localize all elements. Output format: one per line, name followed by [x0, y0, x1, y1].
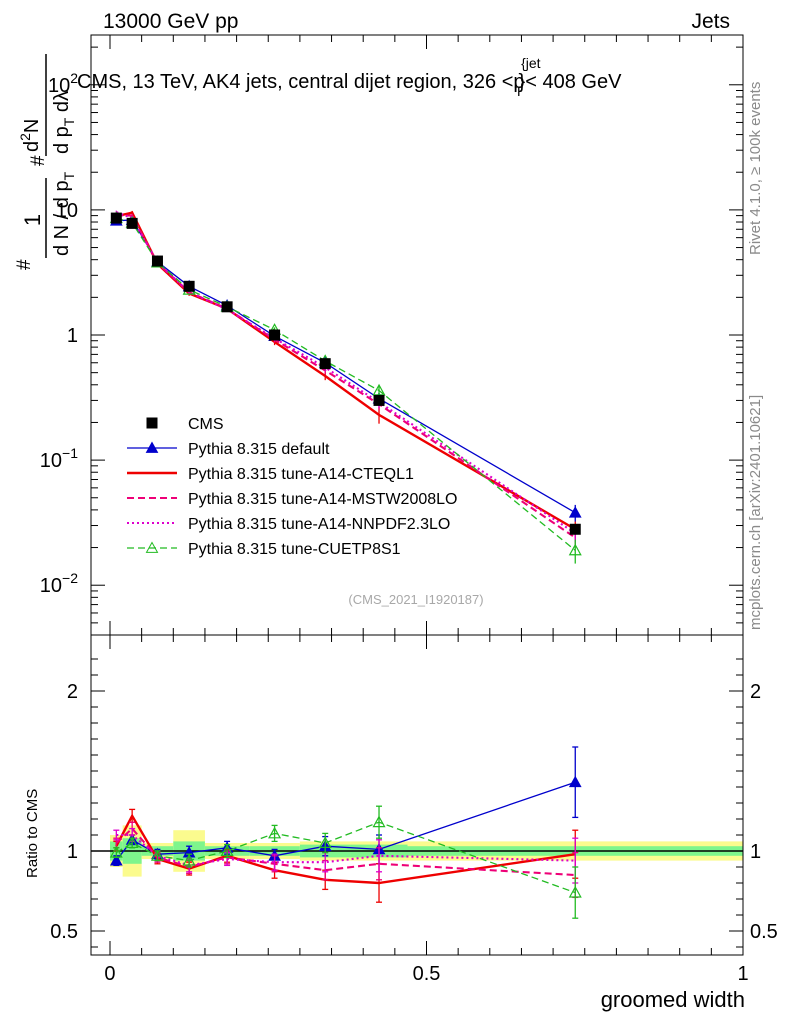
- ylabel-hash-2: #: [28, 155, 49, 166]
- top-y-tick-label: 10−1: [40, 445, 78, 472]
- top-y-tick-label: 102: [48, 70, 78, 97]
- series-0-ratio-marker: [568, 775, 582, 788]
- cms-data-marker: [110, 212, 122, 224]
- legend-entry-label: Pythia 8.315 tune-A14-CTEQL1: [188, 466, 414, 483]
- x-tick-label: 0: [104, 963, 115, 985]
- series-0-top-marker: [568, 506, 582, 518]
- series-2-ratio-line: [115, 827, 576, 877]
- chart-title-p: p: [513, 71, 524, 93]
- ratio-y-tick-label-right: 2: [750, 681, 761, 703]
- analysis-id-label: (CMS_2021_I1920187): [348, 592, 483, 607]
- ratio-y-tick-label: 2: [67, 681, 78, 703]
- ylabel-den-right-text: d p: [51, 126, 73, 154]
- top-series-group: [109, 210, 582, 564]
- series-3-top-line: [115, 211, 576, 535]
- legend: CMS Pythia 8.315 default Pythia 8.315 tune…: [127, 416, 457, 558]
- ratio-y-tick-label-right: 0.5: [750, 921, 778, 943]
- ratio-axis-ticks: 0 0.5 10.5 0.51 12 2: [50, 635, 778, 985]
- top-y-tick-exp: 2: [70, 70, 78, 86]
- top-y-tick-label: 10: [56, 200, 78, 222]
- series-4-top-marker: [372, 383, 386, 396]
- cms-data-marker: [319, 358, 331, 370]
- ylabel-den-left: d N / d pT: [51, 171, 77, 256]
- series-4-ratio-marker: [318, 836, 332, 849]
- ylabel-den-right-tail: dλ: [51, 91, 73, 118]
- legend-marker-series-4: [145, 541, 159, 553]
- cms-data-marker: [126, 217, 138, 229]
- top-y-tick-exp: −1: [62, 445, 78, 461]
- series-4-ratio-marker: [182, 853, 196, 866]
- mcplots-label: mcplots.cern.ch [arXiv:2401.10621]: [747, 395, 764, 630]
- series-4-ratio-marker: [125, 836, 139, 849]
- top-y-axis-label: # 1 d N / d pT # d2N d pT dλ: [14, 54, 77, 270]
- chart-title-post: }< 408 GeV: [519, 71, 623, 93]
- chart-title-pre: CMS, 13 TeV, AK4 jets, central dijet reg…: [77, 71, 513, 93]
- legend-entry-label: Pythia 8.315 default: [188, 441, 330, 458]
- chart-title-sub: T: [515, 83, 524, 99]
- series-4-ratio-marker: [268, 826, 282, 839]
- ratio-series-group: [109, 746, 582, 919]
- ylabel-num-left: 1: [20, 214, 45, 226]
- cms-data-marker: [373, 394, 385, 406]
- ratio-y-tick-label-right: 1: [750, 841, 761, 863]
- series-4-ratio-marker: [220, 844, 234, 857]
- x-tick-label: 0.5: [413, 963, 441, 985]
- ylabel-den-left-sub: T: [61, 171, 77, 180]
- legend-entry-label: Pythia 8.315 tune-A14-MSTW2008LO: [188, 491, 457, 508]
- legend-entry-label: CMS: [188, 416, 224, 433]
- ratio-plot-panel: 0 0.5 10.5 0.51 12 2: [50, 634, 778, 985]
- chart-title-sup: {jet: [521, 55, 541, 71]
- series-4-ratio-line: [115, 821, 576, 894]
- legend-entry-label: Pythia 8.315 tune-CUETP8S1: [188, 541, 401, 558]
- cms-data-marker: [151, 255, 163, 267]
- top-y-tick-label: 1: [67, 325, 78, 347]
- top-y-tick-base: 10: [48, 75, 70, 97]
- series-4-ratio-marker: [109, 845, 123, 858]
- ylabel-num-right: d2N: [17, 119, 43, 152]
- ratio-y-tick-label: 1: [67, 841, 78, 863]
- ylabel-hash-1: #: [14, 259, 35, 270]
- cms-data-marker: [221, 301, 233, 313]
- legend-marker-series-0: [145, 441, 159, 453]
- cms-data-marker: [183, 280, 195, 292]
- top-y-tick-label: 10−2: [40, 570, 78, 597]
- ylabel-num-right-sup: 2: [17, 133, 33, 141]
- ratio-plot-frame: [90, 634, 744, 956]
- series-4-ratio-marker: [568, 885, 582, 898]
- series-4-ratio-marker: [150, 849, 164, 861]
- ratio-y-tick-label: 0.5: [50, 921, 78, 943]
- cms-data-marker: [569, 523, 581, 535]
- header-left-label: 13000 GeV pp: [103, 10, 238, 33]
- top-y-tick-exp: −2: [62, 570, 78, 586]
- top-y-tick-base: 10: [40, 450, 62, 472]
- ylabel-num-right-tail: N: [21, 119, 43, 133]
- top-y-tick-base: 10: [40, 575, 62, 597]
- rivet-version-label: Rivet 4.1.0, ≥ 100k events: [747, 82, 764, 255]
- ylabel-den-right-sub: T: [61, 117, 77, 126]
- cms-data-marker: [269, 329, 281, 341]
- ylabel-den-right: d pT dλ: [51, 91, 77, 154]
- series-0-ratio-marker: [109, 854, 123, 866]
- legend-marker-cms: [146, 417, 158, 429]
- header-right-label: Jets: [691, 10, 730, 33]
- chart-title: CMS, 13 TeV, AK4 jets, central dijet reg…: [77, 55, 622, 99]
- ratio-y-axis-label: Ratio to CMS: [24, 789, 41, 878]
- x-tick-label: 1: [737, 963, 748, 985]
- x-axis-label: groomed width: [601, 987, 745, 1012]
- ylabel-num-right-d: d: [21, 141, 43, 152]
- series-4-top-marker: [568, 543, 582, 556]
- series-4-ratio-marker: [372, 815, 386, 828]
- legend-entry-label: Pythia 8.315 tune-A14-NNPDF2.3LO: [188, 516, 450, 533]
- ylabel-den-left-text: d N / d p: [51, 180, 73, 256]
